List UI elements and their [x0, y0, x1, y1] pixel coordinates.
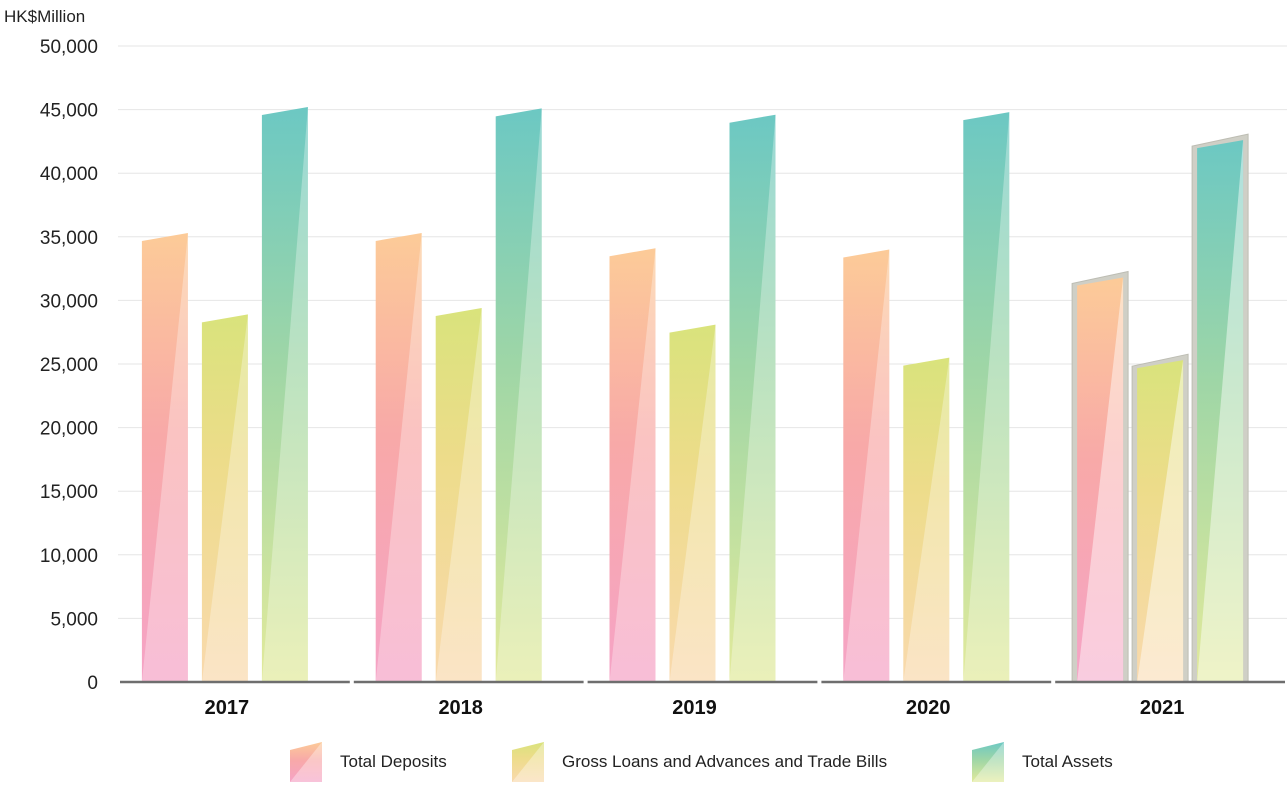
bar-loans-2017 — [201, 314, 248, 682]
bar-fill — [903, 357, 950, 682]
bar-fill — [609, 248, 656, 683]
y-tick-label: 50,000 — [40, 37, 98, 58]
bar-loans-2021 — [1131, 353, 1189, 683]
bar-assets-2017 — [261, 107, 308, 682]
y-tick-label: 25,000 — [40, 355, 98, 376]
bar-fill — [1197, 140, 1244, 683]
y-tick-label: 20,000 — [40, 419, 98, 440]
chart: HK$Million 0 5,000 10,000 15,000 20,000 25,00… — [4, 7, 1287, 719]
legend-item-total-deposits: Total Deposits — [290, 742, 447, 782]
bar-assets-2019 — [729, 114, 776, 683]
bar-fill — [201, 314, 248, 682]
legend-swatch-deposits — [290, 742, 322, 782]
bar-fill — [141, 232, 188, 682]
y-tick-label: 40,000 — [40, 164, 98, 185]
bar-assets-2020 — [963, 112, 1010, 683]
bar-sheen — [729, 114, 776, 683]
x-tick-label: 2021 — [1140, 697, 1185, 719]
legend-item-total-assets: Total Assets — [972, 742, 1113, 782]
bar-sheen — [495, 108, 542, 682]
y-tick-label: 5,000 — [50, 609, 98, 630]
bar-sheen — [1077, 277, 1124, 682]
x-tick-label: 2019 — [672, 697, 717, 719]
y-tick-label: 30,000 — [40, 291, 98, 312]
bar-fill — [843, 249, 890, 682]
y-tick-labels: 0 5,000 10,000 15,000 20,000 25,000 30,000 35,0… — [40, 37, 98, 694]
bar-deposits-2021 — [1071, 270, 1129, 683]
bar-sheen — [201, 314, 248, 682]
y-tick-label: 35,000 — [40, 228, 98, 249]
bar-loans-2020 — [903, 357, 950, 682]
bars — [141, 107, 1249, 683]
bar-deposits-2020 — [843, 249, 890, 682]
bar-fill — [375, 232, 422, 682]
bar-sheen — [669, 324, 716, 682]
x-tick-labels: 2017 2018 2019 2020 2021 — [205, 697, 1185, 719]
bar-sheen — [261, 107, 308, 682]
y-tick-label: 0 — [87, 673, 98, 694]
bar-sheen — [435, 308, 482, 682]
legend-swatch-assets — [972, 742, 1004, 782]
bar-deposits-2019 — [609, 248, 656, 683]
bar-deposits-2018 — [375, 232, 422, 682]
bar-deposits-2017 — [141, 232, 188, 682]
x-tick-label: 2017 — [205, 697, 250, 719]
bar-sheen — [375, 232, 422, 682]
bar-assets-2021 — [1191, 133, 1249, 683]
bar-fill — [729, 114, 776, 683]
y-tick-label: 10,000 — [40, 546, 98, 567]
bar-sheen — [903, 357, 950, 682]
bar-fill — [1077, 277, 1124, 682]
bar-loans-2018 — [435, 308, 482, 682]
bar-loans-2019 — [669, 324, 716, 682]
bar-fill — [963, 112, 1010, 683]
y-tick-label: 15,000 — [40, 482, 98, 503]
bar-fill — [261, 107, 308, 682]
bar-fill — [669, 324, 716, 682]
bar-sheen — [141, 232, 188, 682]
y-axis-label: HK$Million — [4, 7, 85, 26]
bar-sheen — [963, 112, 1010, 683]
bar-fill — [495, 108, 542, 682]
bar-sheen — [609, 248, 656, 683]
legend-label: Gross Loans and Advances and Trade Bills — [562, 752, 888, 771]
legend-item-gross-loans: Gross Loans and Advances and Trade Bills — [512, 742, 887, 782]
bar-sheen — [843, 249, 890, 682]
y-tick-label: 45,000 — [40, 101, 98, 122]
legend-label: Total Assets — [1022, 752, 1113, 771]
legend-swatch-loans — [512, 742, 544, 782]
bar-sheen — [1197, 140, 1244, 683]
legend-label: Total Deposits — [340, 752, 447, 771]
bar-fill — [435, 308, 482, 682]
bar-sheen — [1137, 360, 1184, 682]
x-tick-label: 2018 — [438, 697, 483, 719]
bar-fill — [1137, 360, 1184, 682]
legend: Total Deposits Gross Loans and Advances … — [0, 742, 1287, 782]
bar-assets-2018 — [495, 108, 542, 682]
x-tick-label: 2020 — [906, 697, 951, 719]
